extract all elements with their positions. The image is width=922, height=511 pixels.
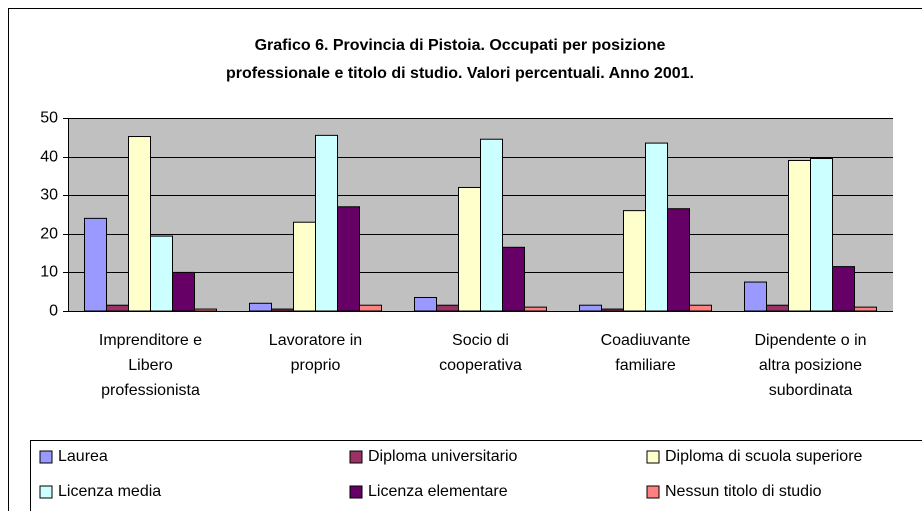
legend-label: Laurea (58, 448, 108, 465)
x-tick-label: Dipendente o in altra posizione subordin… (754, 332, 867, 399)
bar (194, 308, 217, 312)
y-tick-label: 20 (40, 226, 58, 243)
x-tick-label: Lavoratore in proprio (268, 332, 363, 374)
x-tick-label: Socio di cooperativa (439, 332, 522, 374)
legend-swatch (646, 450, 660, 464)
bar (128, 136, 151, 312)
legend-swatch (39, 485, 53, 499)
bar (601, 308, 624, 312)
chart-title: Grafico 6. Provincia di Pistoia. Occupat… (226, 37, 694, 82)
bar (744, 281, 767, 312)
bar (667, 208, 690, 312)
bar (524, 306, 547, 312)
bar (502, 246, 525, 312)
bar (271, 308, 294, 312)
y-tick-label: 50 (40, 110, 58, 127)
legend-label: Diploma universitario (368, 448, 517, 465)
bar (172, 271, 195, 312)
bar (645, 142, 668, 312)
bar (249, 302, 272, 312)
bar (359, 304, 382, 312)
bar (315, 134, 338, 312)
bar (337, 206, 360, 312)
x-tick-label: Coadiuvante familiare (600, 332, 691, 374)
y-tick-label: 30 (40, 187, 58, 204)
legend-swatch (349, 485, 363, 499)
legend-swatch (349, 450, 363, 464)
legend-label: Licenza elementare (368, 483, 508, 500)
legend-label: Licenza media (58, 483, 161, 500)
y-tick-label: 0 (49, 303, 58, 320)
legend-swatch (646, 485, 660, 499)
bar (106, 304, 129, 312)
bar (788, 159, 811, 312)
bar (854, 306, 877, 312)
bar (293, 221, 316, 312)
bar (150, 235, 173, 312)
bar (414, 296, 437, 312)
bar (623, 210, 646, 312)
bar (766, 304, 789, 312)
bar (689, 304, 712, 312)
bar (810, 158, 833, 312)
y-tick-label: 40 (40, 149, 58, 166)
bar (480, 138, 503, 312)
x-tick-label: Imprenditore e Libero professionista (98, 332, 203, 399)
legend-label: Diploma di scuola superiore (665, 448, 863, 465)
legend-label: Nessun titolo di studio (665, 483, 822, 500)
bar (832, 266, 855, 312)
bar (436, 304, 459, 312)
bar (84, 217, 107, 312)
bar (579, 304, 602, 312)
legend-swatch (39, 450, 53, 464)
y-tick-label: 10 (40, 264, 58, 281)
bar (458, 186, 481, 312)
